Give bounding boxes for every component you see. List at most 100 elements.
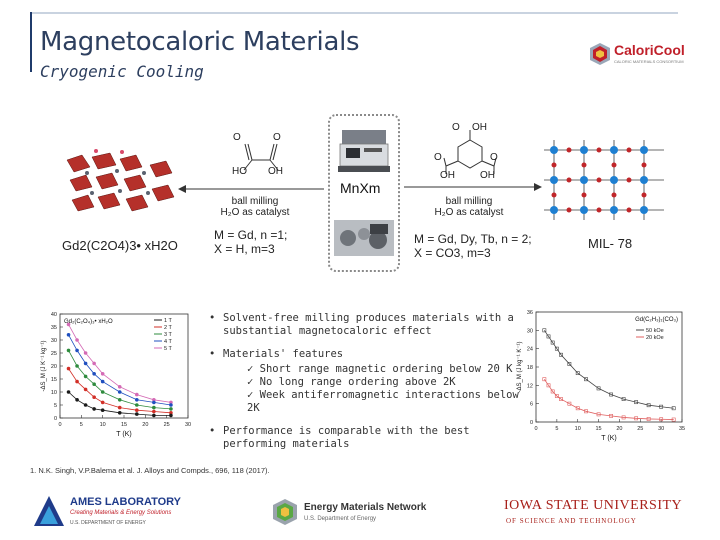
data-point (83, 403, 88, 407)
bullet-performance: Performance is comparable with the best … (205, 425, 525, 451)
data-point (621, 397, 626, 401)
data-point (550, 389, 555, 394)
left-reaction-arrow (178, 185, 324, 193)
left-params-line1: M = Gd, n =1; (214, 228, 288, 242)
bullet-features-text: Materials' features (223, 348, 344, 360)
y-tick-label: 35 (51, 325, 57, 331)
slide-subtitle: Cryogenic Cooling (40, 62, 204, 81)
trimesic-acid-structure (443, 130, 497, 174)
ames-tagline: Creating Materials & Energy Solutions (70, 510, 172, 516)
mil78-structure-image (544, 140, 664, 220)
data-point (92, 372, 96, 376)
data-point (66, 333, 71, 337)
right-ligand-oh-top: OH (472, 122, 487, 133)
left-params-line2: X = H, m=3 (214, 242, 275, 256)
left-compound-params: M = Gd, n =1; X = H, m=3 (214, 228, 287, 256)
slide-title: Magnetocaloric Materials (40, 27, 360, 57)
data-point (554, 394, 559, 398)
right-reaction-arrow (404, 183, 542, 191)
data-point (584, 409, 588, 414)
data-point (117, 405, 122, 410)
center-reactant-box: MnXm (328, 114, 400, 272)
data-point (634, 416, 639, 421)
right-params-line2: X = CO3, m=3 (414, 246, 491, 260)
data-point (169, 413, 173, 418)
caloricool-logo-icon (590, 43, 610, 65)
legend-label: 3 T (164, 332, 172, 338)
emn-subline: U.S. Department of Energy (304, 516, 377, 522)
right-arrow-label: ball milling (445, 196, 493, 207)
x-tick-label: 10 (100, 422, 106, 428)
data-point (66, 390, 71, 394)
bullet-features: Materials' features (205, 348, 525, 361)
data-point (75, 348, 79, 353)
legend-label: 5 T (164, 346, 172, 352)
series-line (68, 334, 171, 406)
x-tick-label: 15 (596, 426, 602, 432)
gd-oxalate-crystal-image (66, 149, 175, 212)
data-point (550, 340, 555, 345)
bullet-performance-line2: performing materials (223, 438, 350, 450)
isu-name: IOWA STATE UNIVERSITY (504, 498, 683, 513)
reference-number: 1. (30, 466, 37, 475)
x-tick-label: 20 (616, 426, 622, 432)
ames-triangle-icon (34, 496, 64, 526)
right-chart: 0 5 10 15 20 25 30 35 0 6 12 18 24 30 36 T (K) -ΔS_M (J … (517, 310, 685, 442)
data-point (100, 390, 105, 394)
reference-text: N.K. Singh, V.P.Balema et al. J. Alloys … (38, 466, 270, 475)
legend-label: 2 T (164, 325, 172, 331)
data-point (546, 334, 551, 339)
data-point (542, 377, 547, 382)
y-tick-label: 25 (51, 351, 57, 357)
left-arrow-label: ball milling (231, 196, 279, 207)
y-tick-label: 15 (51, 377, 57, 383)
data-point (646, 417, 651, 421)
data-point (100, 379, 105, 384)
y-tick-label: 30 (527, 328, 533, 334)
right-ligand-o-left: O (434, 152, 442, 163)
data-point (66, 348, 71, 353)
data-point (117, 411, 122, 415)
data-point (609, 413, 613, 418)
data-point (646, 403, 651, 408)
bullet-list: Solvent-free milling produces materials … (205, 312, 525, 461)
data-point (117, 398, 122, 402)
bullet-milling-line1: Solvent-free milling produces materials … (223, 312, 514, 324)
x-axis-label: T (K) (116, 431, 131, 438)
data-point (567, 362, 572, 366)
left-ligand-o2: O (273, 132, 281, 143)
data-point (135, 408, 139, 412)
data-point (66, 322, 71, 327)
legend-label: 20 kOe (646, 335, 664, 341)
data-point (169, 407, 173, 411)
center-formula: MnXm (340, 180, 381, 196)
data-point (152, 413, 156, 418)
right-compound-params: M = Gd, Dy, Tb, n = 2; X = CO3, m=3 (414, 232, 532, 260)
data-point (554, 346, 559, 351)
data-point (135, 398, 139, 402)
x-axis-label: T (K) (601, 435, 616, 442)
legend-label: 50 kOe (646, 328, 664, 334)
x-tick-label: 20 (142, 422, 148, 428)
legend-label: 1 T (164, 318, 172, 324)
data-point (100, 408, 105, 412)
y-axis-label: -ΔS_M (J kg⁻¹ K⁻¹) (517, 341, 523, 392)
right-ligand-o-right: O (490, 152, 498, 163)
x-tick-label: 10 (575, 426, 581, 432)
left-ligand-o1: O (233, 132, 241, 143)
y-tick-label: 0 (530, 420, 533, 426)
data-point (152, 400, 156, 405)
ames-subline: U.S. DEPARTMENT OF ENERGY (70, 520, 146, 526)
right-params-line1: M = Gd, Dy, Tb, n = 2; (414, 232, 532, 246)
data-point (83, 374, 88, 379)
data-point (621, 415, 626, 420)
bullet-milling-line2: substantial magnetocaloric effect (223, 325, 432, 337)
ames-name: AMES LABORATORY (70, 496, 182, 508)
y-tick-label: 40 (51, 312, 57, 318)
milling-balls-photo (334, 220, 394, 256)
emn-name: Energy Materials Network (304, 502, 427, 513)
data-point (659, 417, 664, 422)
data-point (169, 400, 173, 405)
left-chart: 0 5 10 15 20 25 30 0 5 10 15 20 25 30 35 40 T (K) -ΔS_M (… (41, 312, 191, 438)
data-point (75, 379, 79, 384)
